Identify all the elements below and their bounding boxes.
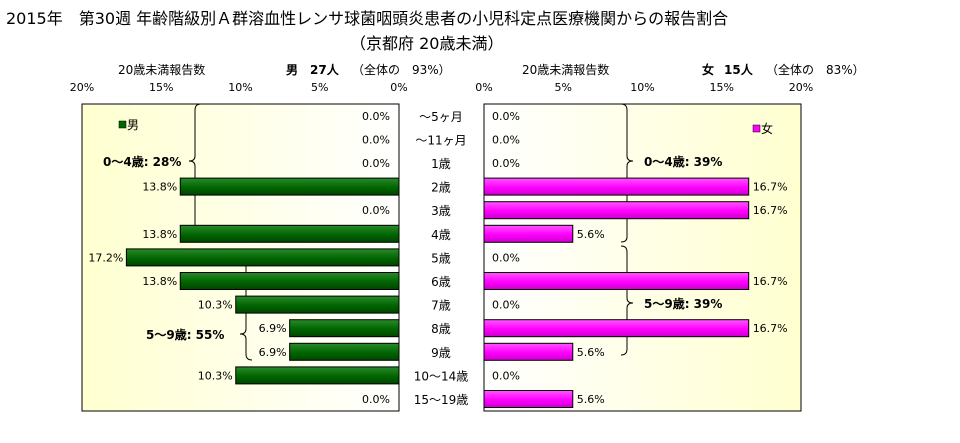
male-bar (179, 177, 400, 196)
category-label: 7歳 (431, 299, 451, 313)
female-data-label: 16.7% (753, 322, 788, 335)
male-data-label: 0.0% (362, 157, 390, 170)
female-data-label: 16.7% (753, 275, 788, 288)
category-label: 4歳 (431, 228, 451, 242)
female-data-label: 0.0% (492, 251, 520, 264)
female-bar (483, 272, 750, 290)
male-data-label: 10.3% (198, 369, 233, 382)
male-group-0-4-label: 0～4歳: 28% (103, 154, 181, 169)
male-bar (235, 366, 400, 385)
male-x-tick-label: 0% (390, 81, 407, 94)
female-legend-swatch (752, 124, 761, 133)
female-summary-sex: 女 (702, 63, 715, 77)
male-x-tick-label: 10% (228, 81, 252, 94)
category-label: 8歳 (431, 322, 451, 336)
male-bar (289, 319, 400, 338)
male-bar (235, 295, 400, 314)
male-data-label: 0.0% (362, 393, 390, 406)
female-data-label: 5.6% (577, 346, 605, 359)
female-bar (483, 390, 574, 408)
chart-title: 2015年 第30週 年齢階級別Ａ群溶血性レンサ球菌咽頭炎患者の小児科定点医療機… (6, 9, 729, 28)
category-label: 9歳 (431, 346, 451, 360)
female-bar (483, 201, 750, 220)
male-x-tick-label: 20% (70, 81, 94, 94)
male-data-label: 13.8% (142, 181, 177, 194)
male-data-label: 10.3% (198, 299, 233, 312)
female-data-label: 5.6% (577, 228, 605, 241)
female-group-0-4-label: 0～4歳: 39% (644, 154, 722, 169)
category-label: 6歳 (431, 275, 451, 289)
category-label: ～11ヶ月 (415, 133, 466, 147)
male-group-5-9-label: 5～9歳: 55% (146, 327, 224, 342)
female-group-5-9-label: 5～9歳: 39% (644, 296, 722, 311)
male-data-label: 17.2% (88, 251, 123, 264)
category-label: 3歳 (431, 204, 451, 218)
female-data-label: 5.6% (577, 393, 605, 406)
female-data-label: 0.0% (492, 299, 520, 312)
male-data-label: 13.8% (142, 228, 177, 241)
male-bar (289, 342, 400, 361)
female-bar (483, 224, 574, 243)
male-summary-count: 27人 (310, 63, 339, 77)
female-plot-area (483, 103, 802, 412)
category-label: 15～19歳 (414, 393, 469, 407)
male-bar (179, 272, 400, 290)
female-bar (483, 177, 750, 196)
category-label: 5歳 (431, 251, 451, 265)
female-summary-count: 15人 (724, 63, 753, 77)
male-x-tick-label: 5% (311, 81, 328, 94)
male-legend-swatch (118, 120, 127, 129)
male-data-label: 0.0% (362, 204, 390, 217)
female-axis-caption: 20歳未満報告数 (522, 63, 610, 77)
male-data-label: 0.0% (362, 110, 390, 123)
female-bracket-5-9 (620, 245, 634, 356)
female-data-label: 0.0% (492, 157, 520, 170)
female-x-tick-label: 15% (710, 81, 734, 94)
female-data-label: 0.0% (492, 133, 520, 146)
male-data-label: 6.9% (259, 346, 287, 359)
male-data-label: 6.9% (259, 322, 287, 335)
category-label: 1歳 (431, 157, 451, 171)
female-x-tick-label: 10% (630, 81, 654, 94)
female-bar (483, 342, 574, 361)
category-label: 2歳 (431, 181, 451, 195)
female-x-tick-label: 5% (555, 81, 572, 94)
female-summary-share: （全体の 83%） (766, 63, 865, 77)
chart-subtitle: （京都府 20歳未満） (350, 34, 504, 53)
male-x-tick-label: 15% (149, 81, 173, 94)
male-axis-caption: 20歳未満報告数 (118, 63, 206, 77)
female-bar (483, 319, 750, 338)
male-data-label: 0.0% (362, 133, 390, 146)
female-data-label: 0.0% (492, 369, 520, 382)
male-summary-share: （全体の 93%） (352, 63, 451, 77)
category-label: ～5ヶ月 (419, 110, 463, 124)
male-legend-label: 男 (127, 118, 139, 132)
category-label: 10～14歳 (414, 369, 469, 383)
male-bar (125, 248, 400, 267)
female-data-label: 0.0% (492, 110, 520, 123)
female-legend-label: 女 (761, 121, 773, 136)
male-data-label: 13.8% (142, 275, 177, 288)
female-bracket-0-4 (620, 103, 634, 243)
male-summary-sex: 男 (286, 63, 299, 77)
female-x-tick-label: 0% (475, 81, 492, 94)
female-x-tick-label: 20% (789, 81, 813, 94)
female-data-label: 16.7% (753, 204, 788, 217)
female-data-label: 16.7% (753, 181, 788, 194)
male-bar (179, 224, 400, 243)
